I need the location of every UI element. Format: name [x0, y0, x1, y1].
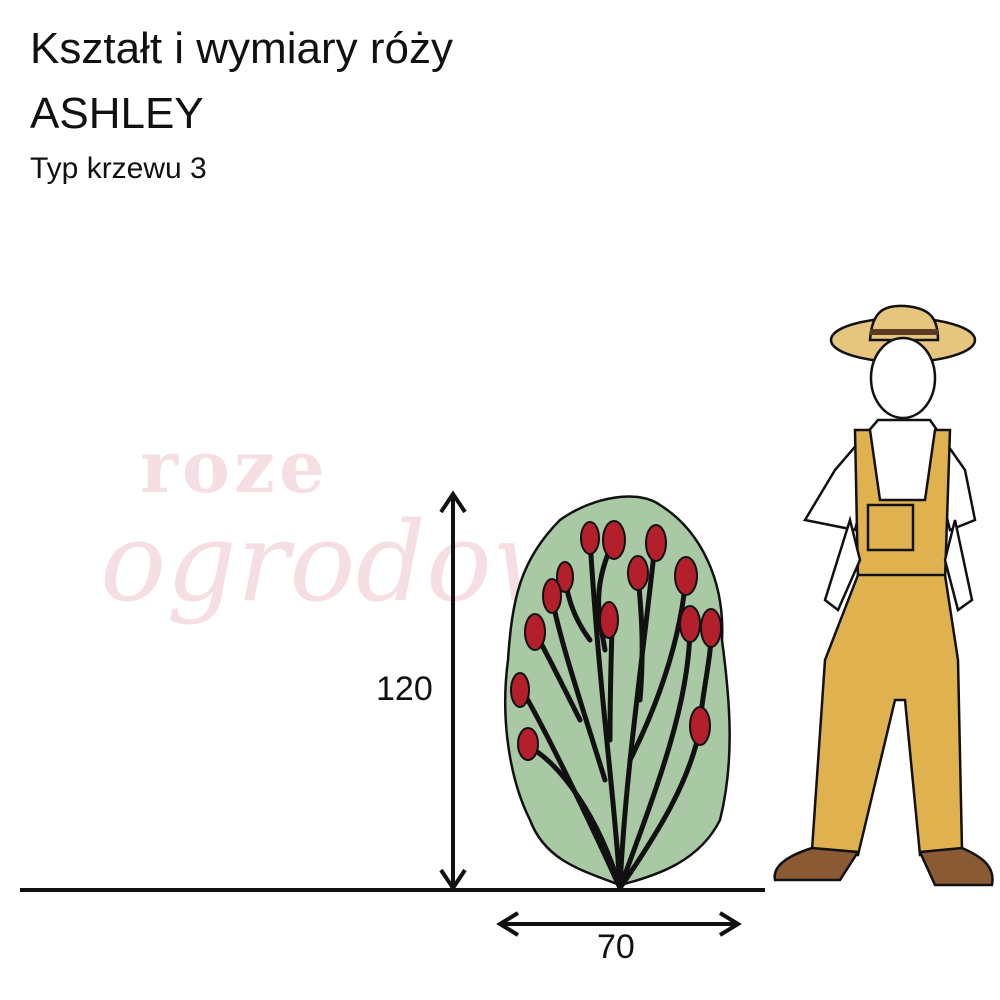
rose-flowers: [510, 520, 722, 761]
variety-name: ASHLEY: [30, 89, 204, 138]
gardener-figure: [773, 304, 994, 887]
height-label: 120: [376, 670, 433, 708]
height-arrow: [439, 490, 467, 892]
width-label: 70: [597, 928, 635, 966]
rose-bush: [503, 495, 731, 891]
shrub-type: Typ krzewu 3: [30, 152, 207, 185]
watermark-line1: roze: [140, 424, 329, 509]
width-arrow: [496, 911, 742, 937]
page-title: Kształt i wymiary róży: [30, 24, 453, 73]
